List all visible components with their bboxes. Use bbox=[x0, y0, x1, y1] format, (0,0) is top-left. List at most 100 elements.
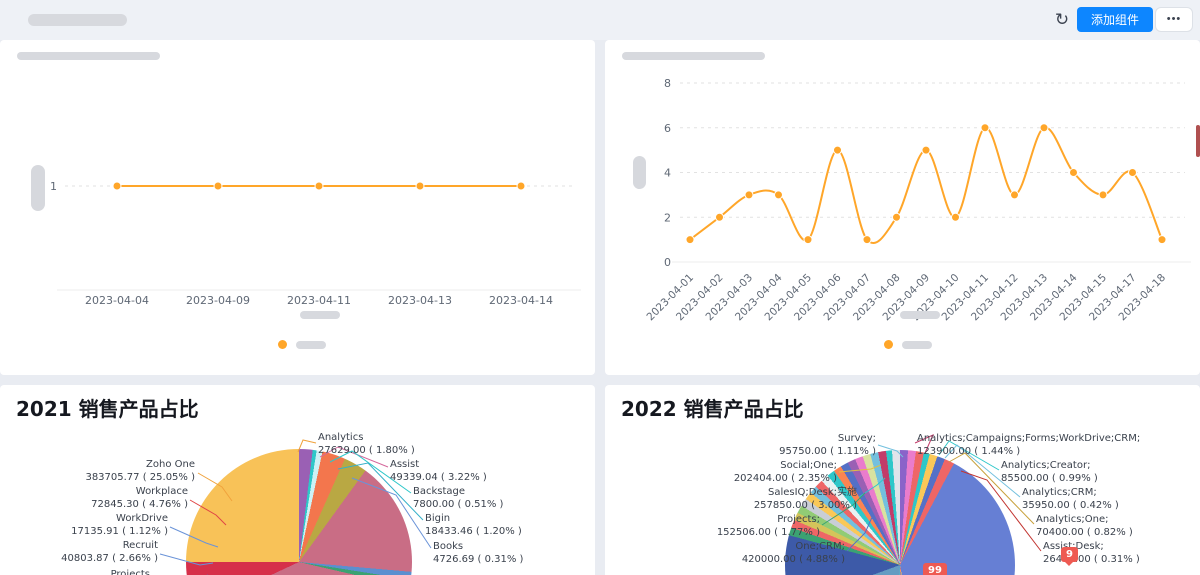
legend[interactable] bbox=[884, 340, 932, 349]
pie-label: Analytics;One; 70400.00 ( 0.82% ) bbox=[1036, 513, 1133, 539]
data-point bbox=[744, 190, 754, 200]
marker-badge: 9 bbox=[1061, 547, 1078, 566]
pie-label-name: Backstage bbox=[413, 486, 466, 497]
pie-label: Social;One; 202404.00 ( 2.35% ) bbox=[734, 459, 837, 485]
pie-label-value: 383705.77 ( 25.05% ) bbox=[85, 472, 195, 483]
legend-dot bbox=[884, 340, 893, 349]
pie-label-value: 27629.00 ( 1.80% ) bbox=[318, 445, 415, 456]
page-scrollbar-thumb[interactable] bbox=[1196, 125, 1200, 157]
data-point bbox=[213, 181, 223, 191]
pie-label-value: 152506.00 ( 1.77% ) bbox=[716, 527, 820, 538]
vertical-zoom-slider[interactable] bbox=[633, 156, 646, 189]
panel-pie-2022: 2022 销售产品占比 Survey; 95750.00 ( 1.11% ) Soc… bbox=[605, 385, 1200, 575]
pie-label-value: 95750.00 ( 1.11% ) bbox=[779, 446, 876, 457]
pie-label-value: 4726.69 ( 0.31% ) bbox=[433, 554, 524, 565]
leader-line bbox=[159, 553, 214, 566]
legend-label-skeleton bbox=[296, 340, 326, 349]
legend-label-skeleton bbox=[902, 340, 932, 349]
leader-line bbox=[319, 446, 389, 468]
pie-label-value: 257850.00 ( 3.00% ) bbox=[753, 500, 857, 511]
legend[interactable] bbox=[278, 340, 326, 349]
panel-line-chart-1: 1 2023-04-04 2023-04-09 2023-04-11 2023-04-1… bbox=[0, 40, 595, 375]
y-tick-label: 6 bbox=[664, 122, 671, 135]
pie-label-name: Analytics;CRM; bbox=[1022, 487, 1097, 498]
pie-label-name: SalesIQ;Desk;实施 bbox=[767, 487, 857, 498]
data-point bbox=[1128, 168, 1137, 177]
leader-line bbox=[846, 514, 874, 552]
pie-label-name: Zoho One bbox=[146, 459, 195, 470]
pie-label: Bigin 18433.46 ( 1.20% ) bbox=[425, 512, 522, 538]
pie-label-name: Analytics bbox=[318, 432, 364, 443]
pie-label: Workplace 72845.30 ( 4.76% ) bbox=[91, 485, 188, 511]
widget-title-skeleton bbox=[17, 52, 160, 60]
data-point bbox=[314, 181, 324, 191]
pie-label-name: Recruit bbox=[122, 540, 158, 551]
leader-line bbox=[197, 472, 233, 502]
leader-line bbox=[329, 450, 412, 494]
pie-label: Analytics;Campaigns;Forms;WorkDrive;CRM;… bbox=[917, 432, 1140, 458]
line-chart-canvas[interactable]: 1 2023-04-04 2023-04-09 2023-04-11 2023-04-1… bbox=[0, 40, 595, 340]
pie-label-name: Projects; bbox=[777, 514, 820, 525]
pie-label: Analytics;Creator; 85500.00 ( 0.99% ) bbox=[1001, 459, 1098, 485]
data-point bbox=[1010, 190, 1019, 200]
data-point bbox=[892, 212, 901, 222]
pie-label: One;CRM; 420000.00 ( 4.88% ) bbox=[742, 540, 845, 566]
data-point bbox=[803, 235, 813, 245]
pie-title-2022: 2022 销售产品占比 bbox=[621, 397, 804, 421]
y-tick-label: 4 bbox=[664, 167, 671, 180]
data-point bbox=[1098, 190, 1108, 200]
leader-line bbox=[337, 462, 424, 521]
vertical-zoom-slider[interactable] bbox=[31, 165, 45, 211]
leader-lines bbox=[821, 434, 1042, 552]
data-point bbox=[516, 181, 526, 191]
pie-label: Recruit 40803.87 ( 2.66% ) bbox=[61, 539, 158, 565]
add-widget-button[interactable]: 添加组件 bbox=[1077, 7, 1154, 32]
data-point bbox=[951, 212, 960, 222]
leader-line bbox=[858, 477, 886, 498]
x-tick-label: 2023-04-13 bbox=[388, 294, 452, 307]
data-point bbox=[1157, 235, 1167, 245]
pie-label-name: WorkDrive bbox=[116, 513, 168, 524]
pie-label: Assist 49339.04 ( 3.22% ) bbox=[390, 458, 487, 484]
data-point bbox=[921, 145, 931, 155]
pie-label-value: 70400.00 ( 0.82% ) bbox=[1036, 527, 1133, 538]
data-point bbox=[112, 181, 122, 191]
pie-label-name: Analytics;One; bbox=[1036, 514, 1109, 525]
pie-label-name: Books bbox=[433, 541, 464, 552]
pie-label: Assist;Desk;26400.00 ( 0.31% ) bbox=[1043, 540, 1140, 566]
pie-label-value: 17135.91 ( 1.12% ) bbox=[71, 526, 168, 537]
pie-label: Survey; 95750.00 ( 1.11% ) bbox=[779, 432, 876, 458]
pie-label-value: 7800.00 ( 0.51% ) bbox=[413, 499, 504, 510]
data-point bbox=[415, 181, 425, 191]
pie-label: Backstage 7800.00 ( 0.51% ) bbox=[413, 485, 503, 511]
leader-line bbox=[297, 439, 317, 453]
pie-label-value: 420000.00 ( 4.88% ) bbox=[741, 554, 845, 565]
pie-label-value: 202404.00 ( 2.35% ) bbox=[733, 473, 837, 484]
pie-label-value: 72845.30 ( 4.76% ) bbox=[91, 499, 188, 510]
pie-label: Projects bbox=[111, 568, 150, 575]
pie-label-name: Analytics;Creator; bbox=[1001, 460, 1091, 471]
pie-label-value: 26400.00 ( 0.31% ) bbox=[1043, 554, 1140, 565]
marker-badge: 99 bbox=[923, 563, 947, 575]
panel-pie-2021: 2021 销售产品占比 Zoho One 383705.77 ( 25.05% )… bbox=[0, 385, 595, 575]
more-options-button[interactable]: ••• bbox=[1155, 7, 1193, 32]
x-tick-label: 2023-04-14 bbox=[489, 294, 553, 307]
data-point bbox=[685, 235, 695, 245]
x-tick-label: 2023-04-04 bbox=[85, 294, 149, 307]
pie-label-name: Projects bbox=[110, 569, 150, 575]
dashboard-title-skeleton bbox=[28, 14, 127, 26]
pie-label: Analytics;CRM; 35950.00 ( 0.42% ) bbox=[1022, 486, 1119, 512]
axis-title-skeleton bbox=[900, 311, 940, 319]
pie-label-value: 85500.00 ( 0.99% ) bbox=[1001, 473, 1098, 484]
panel-line-chart-2: 8 6 4 2 0 2023-04-01 2023-04-02 2023-04-03 2023-… bbox=[605, 40, 1200, 375]
refresh-icon[interactable]: ↻ bbox=[1050, 8, 1074, 32]
pie-label-name: Bigin bbox=[425, 513, 451, 524]
leader-line bbox=[944, 444, 1021, 498]
data-point bbox=[774, 190, 783, 200]
line-chart-canvas[interactable]: 864202023-04-012023-04-022023-04-032023-… bbox=[605, 40, 1200, 340]
pie-label: Analytics 27629.00 ( 1.80% ) bbox=[318, 431, 415, 457]
legend-dot bbox=[278, 340, 287, 349]
data-point bbox=[1069, 168, 1078, 177]
data-point bbox=[862, 235, 872, 245]
pie-label: WorkDrive 17135.91 ( 1.12% ) bbox=[71, 512, 168, 538]
